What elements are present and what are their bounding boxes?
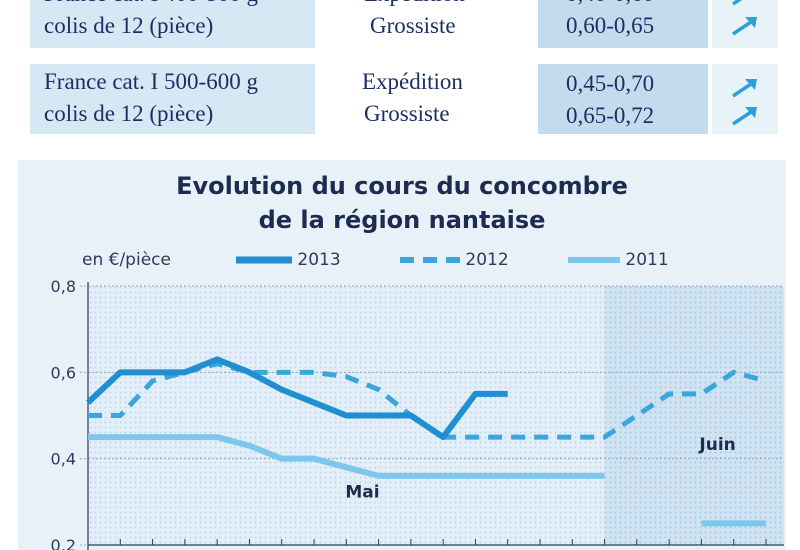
legend-2013: 2013 (236, 250, 341, 270)
stage-grossiste: Grossiste (370, 13, 456, 38)
legend-2012: 2012 (400, 250, 509, 270)
legend-label-2011: 2011 (625, 250, 669, 270)
product-line1: France cat. I 400-500 g (44, 0, 258, 10)
product-line2: colis de 12 (pièce) (44, 101, 214, 126)
series-line-2013 (85, 356, 508, 441)
price-grossiste: 0,65-0,72 (566, 103, 655, 128)
price-expedition: 0,45-0,70 (566, 71, 655, 96)
y-tick-label: 0,4 (51, 450, 76, 469)
product-line1: France cat. I 500-600 g (44, 69, 258, 94)
legend-label-2013: 2013 (297, 250, 341, 270)
period-label: Juin (698, 435, 735, 455)
y-unit-label: en €/pièce (82, 250, 171, 270)
product-cell (30, 64, 315, 134)
y-tick-label: 0,6 (51, 363, 76, 382)
price-cell (538, 0, 708, 48)
trend-up-icon (732, 17, 757, 36)
stage-expedition: Expédition (364, 0, 465, 10)
trend-up-icon (732, 79, 757, 98)
chart-panel: Evolution du cours du concombre de la ré… (18, 160, 786, 550)
legend-swatch-2013 (236, 256, 292, 264)
legend-label-2012: 2012 (465, 250, 509, 270)
price-grossiste: 0,60-0,65 (566, 13, 655, 38)
stage-expedition: Expédition (362, 69, 463, 94)
line-chart: 0,2 0,4 0,6 0,8 Mai Juin (51, 277, 784, 550)
period-label: Mai (345, 483, 379, 503)
stage-grossiste: Grossiste (364, 101, 450, 126)
product-line2: colis de 12 (pièce) (44, 13, 214, 38)
trend-up-icon (732, 0, 743, 6)
product-cell (30, 0, 315, 48)
chart-title-line2: de la région nantaise (258, 206, 546, 234)
price-cell (538, 64, 708, 134)
price-row-500-600: France cat. I 500-600 g colis de 12 (piè… (30, 64, 778, 134)
series-line-2011 (88, 434, 605, 479)
y-tick-label: 0,8 (51, 277, 76, 296)
price-table: France cat. I 400-500 g colis de 12 (piè… (0, 0, 800, 140)
stage-cell (320, 0, 535, 48)
price-row-400-500: France cat. I 400-500 g colis de 12 (piè… (30, 0, 778, 48)
price-expedition: 0,40-0,60 (566, 0, 654, 10)
legend-swatch-2011 (568, 257, 620, 263)
plot-area-shaded (604, 286, 784, 545)
trend-cell (712, 64, 778, 134)
y-tick-label: 0,2 (51, 536, 76, 550)
legend-swatch-2012 (400, 257, 460, 263)
chart-title-line1: Evolution du cours du concombre (176, 172, 628, 200)
stage-cell (320, 64, 535, 134)
trend-up-icon (732, 107, 757, 126)
legend-2011: 2011 (568, 250, 669, 270)
